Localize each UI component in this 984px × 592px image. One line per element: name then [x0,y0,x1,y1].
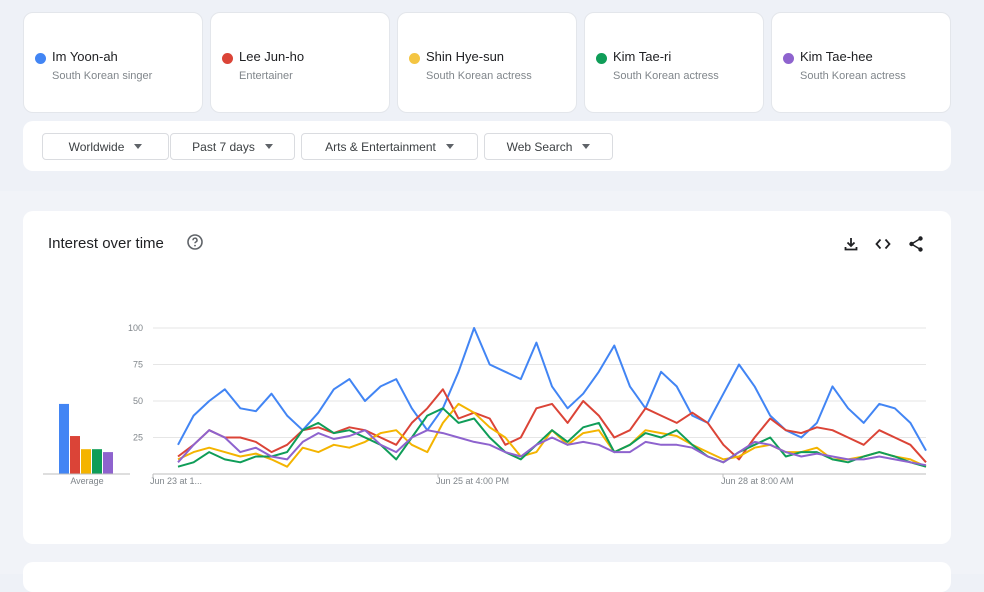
series-line-4 [177,407,927,468]
term-color-dot [409,53,420,64]
series-line-1 [177,327,927,452]
term-description: South Korean actress [613,70,719,82]
term-card-1[interactable]: Im Yoon-ah South Korean singer [23,12,203,113]
term-description: South Korean singer [52,70,153,82]
y-tick-label: 50 [133,396,143,406]
term-name: Shin Hye-sun [426,49,505,64]
region-label: Worldwide [68,139,125,154]
series-line-2 [177,388,927,463]
next-section-card [23,562,951,592]
term-color-dot [222,53,233,64]
average-bar-2 [70,436,80,474]
download-icon[interactable] [842,235,860,253]
term-description: South Korean actress [426,70,532,82]
embed-icon[interactable] [874,235,892,253]
category-label: Arts & Entertainment [325,139,436,154]
y-tick-label: 75 [133,360,143,370]
term-color-dot [783,53,794,64]
interest-line-chart: 100 75 50 25 Jun 23 at 1... Jun 25 at 4:00 PM… [43,323,927,486]
share-icon[interactable] [907,235,925,253]
term-description: South Korean actress [800,70,906,82]
region-dropdown[interactable]: Worldwide [42,133,169,160]
term-name: Kim Tae-hee [800,49,873,64]
term-name: Im Yoon-ah [52,49,118,64]
chart-title: Interest over time [48,235,164,252]
average-bar-1 [59,403,69,474]
interest-over-time-card: Interest over time 100 75 50 25 Jun 23 at 1.… [23,211,951,544]
term-color-dot [35,53,46,64]
x-tick-label: Jun 23 at 1... [150,476,202,486]
x-tick-label: Jun 25 at 4:00 PM [436,476,509,486]
y-tick-label: 25 [133,433,143,443]
average-bar-4 [92,449,102,474]
time-range-dropdown[interactable]: Past 7 days [170,133,295,160]
term-color-dot [596,53,607,64]
caret-down-icon [445,144,454,149]
caret-down-icon [134,144,143,149]
average-label: Average [70,476,103,486]
search-type-dropdown[interactable]: Web Search [484,133,613,160]
filter-bar: Worldwide Past 7 days Arts & Entertainme… [23,121,951,171]
time-range-label: Past 7 days [192,139,255,154]
average-bar-3 [81,449,91,474]
term-card-4[interactable]: Kim Tae-ri South Korean actress [584,12,764,113]
search-type-label: Web Search [506,139,573,154]
term-description: Entertainer [239,70,293,82]
term-card-2[interactable]: Lee Jun-ho Entertainer [210,12,390,113]
series-line-3 [177,402,927,468]
y-tick-label: 100 [128,323,143,333]
caret-down-icon [264,144,273,149]
category-dropdown[interactable]: Arts & Entertainment [301,133,478,160]
caret-down-icon [582,144,591,149]
x-tick-label: Jun 28 at 8:00 AM [721,476,794,486]
term-name: Kim Tae-ri [613,49,672,64]
series-line-5 [177,429,927,467]
average-bar-5 [103,452,113,474]
help-icon[interactable] [186,233,204,251]
term-name: Lee Jun-ho [239,49,305,64]
term-card-5[interactable]: Kim Tae-hee South Korean actress [771,12,951,113]
term-card-3[interactable]: Shin Hye-sun South Korean actress [397,12,577,113]
